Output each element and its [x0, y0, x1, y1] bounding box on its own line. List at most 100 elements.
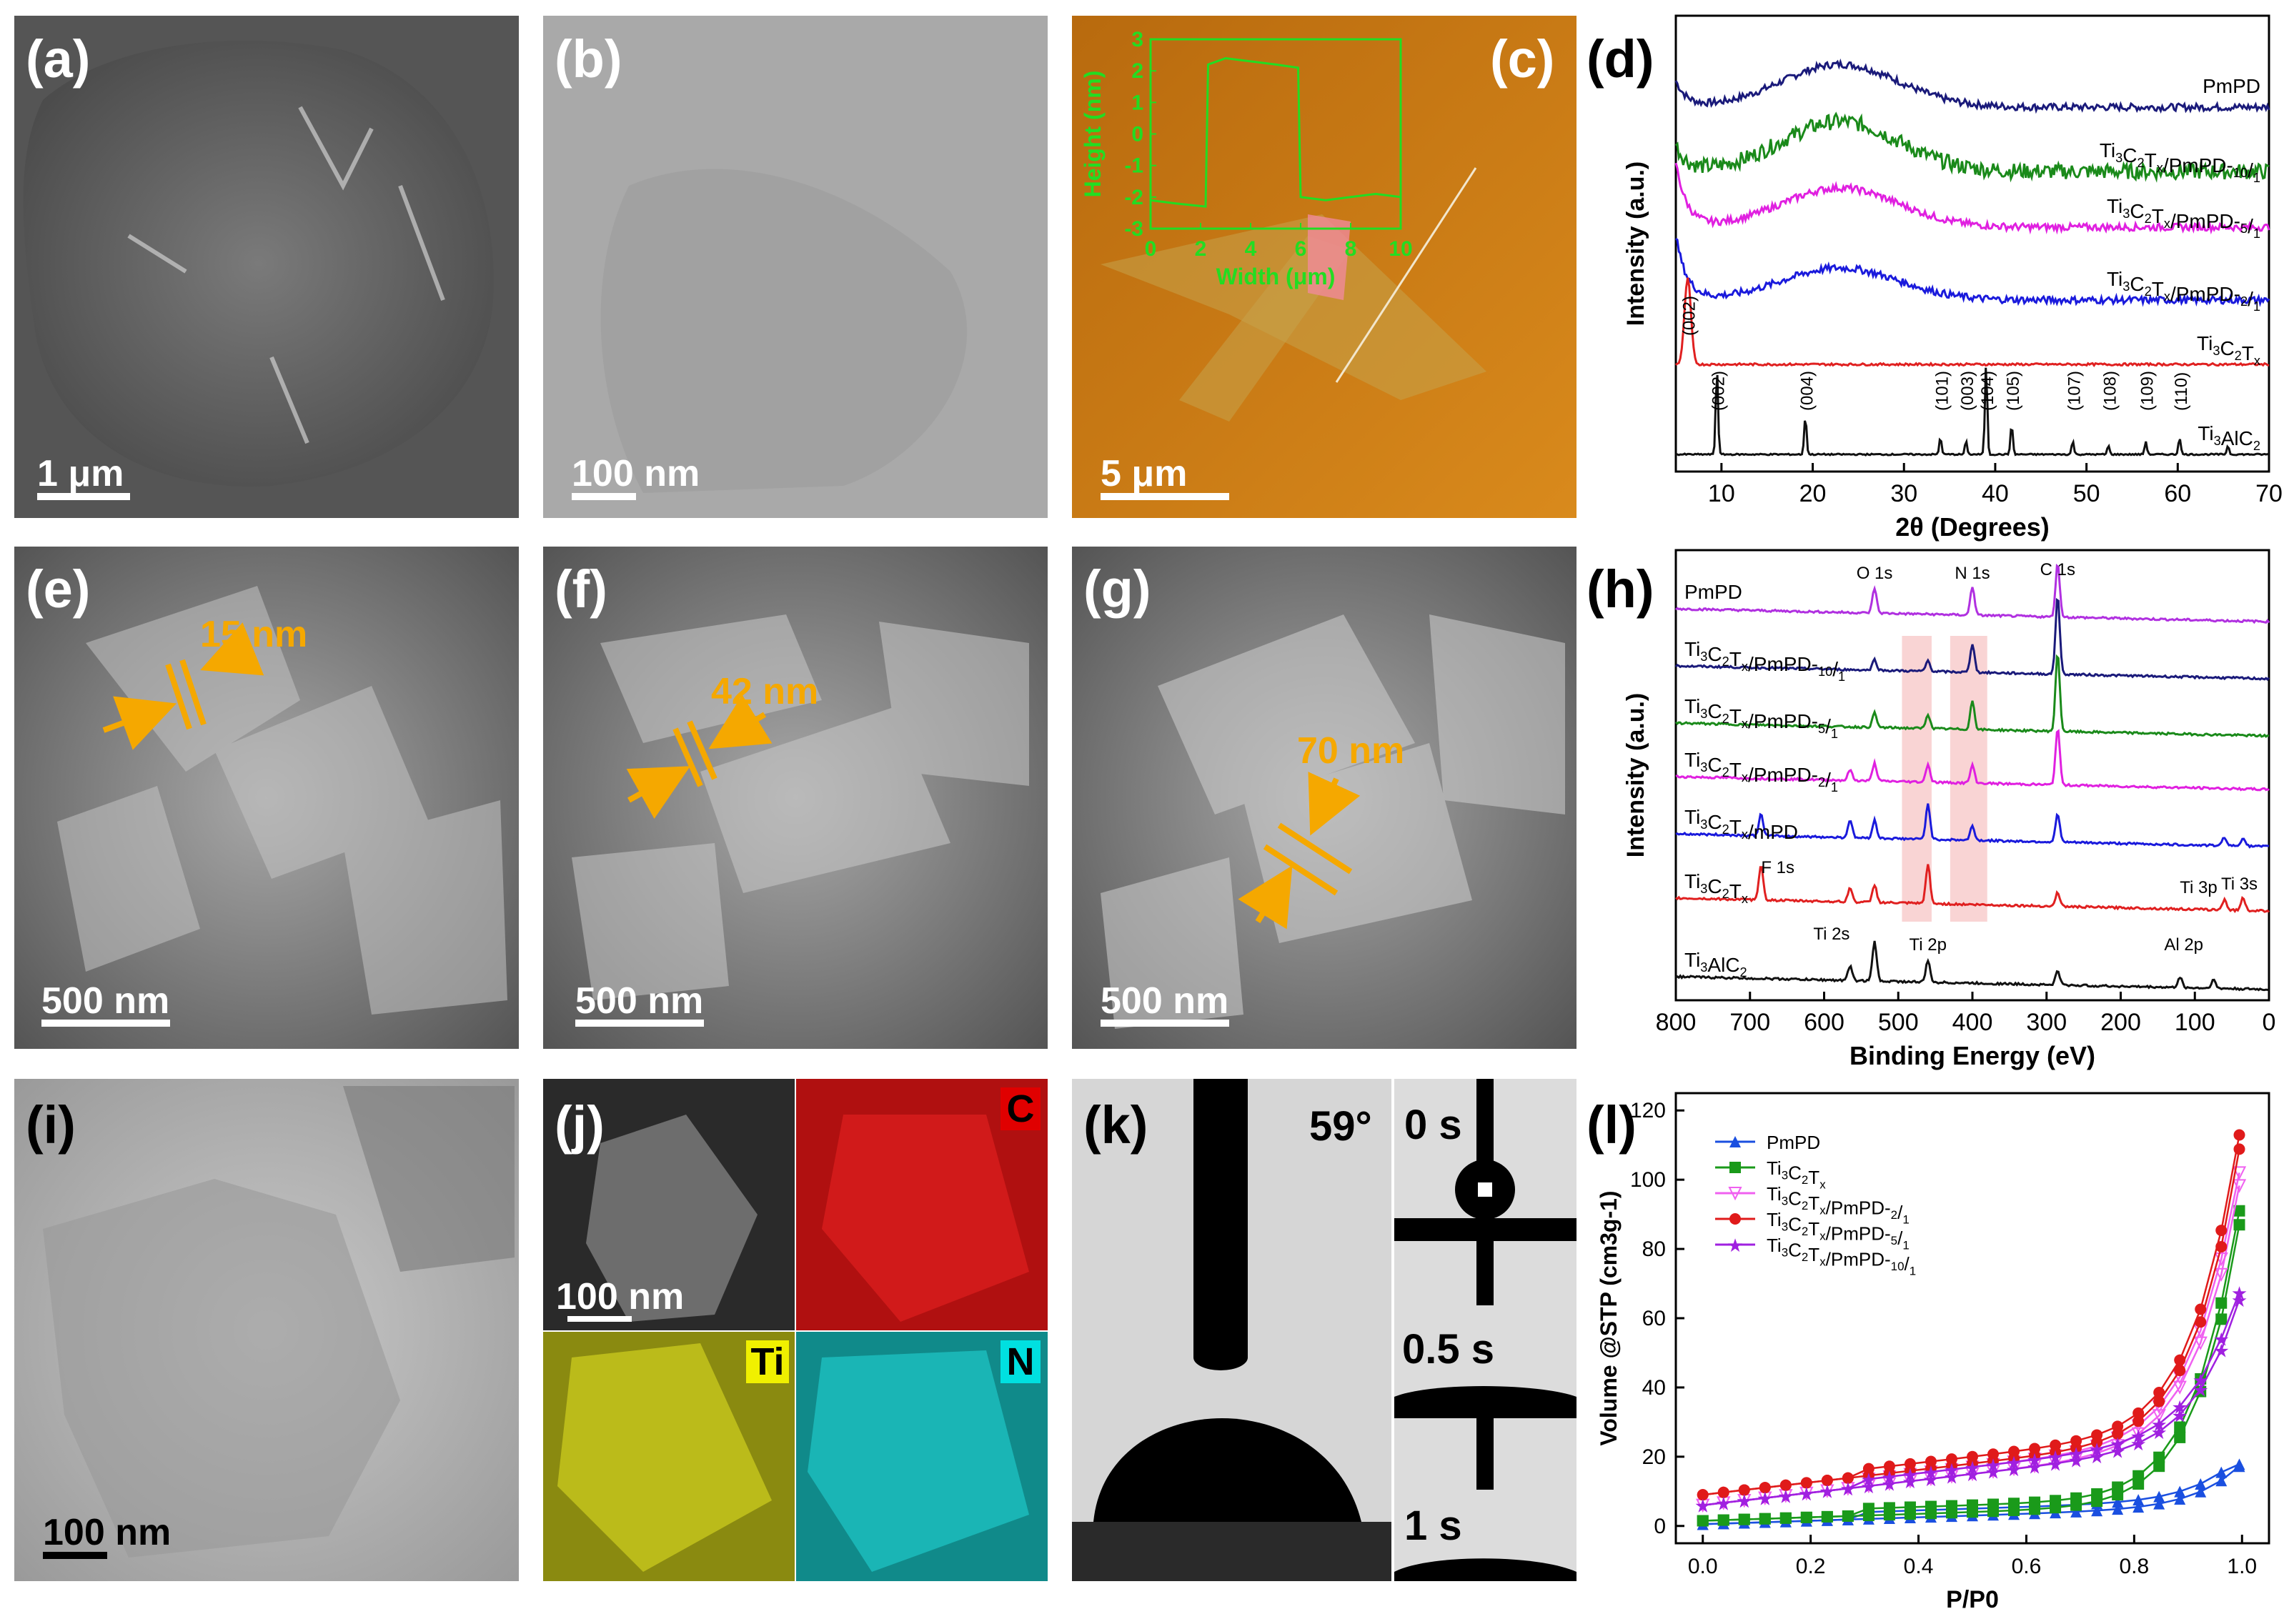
bet-ytick: 60 [1642, 1307, 1666, 1330]
xps-xtick: 300 [2026, 1009, 2067, 1036]
bet-point [1717, 1514, 1729, 1526]
xps-series-label: Ti3C2Tx/PmPD-5/1 [1684, 695, 1838, 741]
bet-point [1904, 1458, 1916, 1470]
panel-label-f: (f) [555, 559, 607, 619]
bet-point: ★ [1881, 1467, 1897, 1488]
bet-point: ★ [2088, 1439, 2105, 1460]
scale-text-b: 100 nm [572, 453, 700, 494]
bet-series-line [1702, 1292, 2240, 1506]
panel-g: (g) 70 nm 500 nm [1072, 547, 1576, 1049]
bet-point: ★ [1757, 1488, 1773, 1510]
xrd-peak-label: (105) [2004, 371, 2023, 411]
bet-point [1759, 1513, 1771, 1525]
panel-label-e: (e) [26, 559, 90, 619]
xps-series-label: PmPD [1684, 581, 1742, 603]
bet-point: ★ [1943, 1460, 1960, 1481]
xps-xtick: 400 [1952, 1009, 1993, 1036]
inset-xtick: 8 [1345, 237, 1357, 261]
xps-annotation: C 1s [2040, 560, 2075, 579]
bet-point [1945, 1500, 1957, 1512]
thickness-label-f: 42 nm [711, 671, 818, 712]
bet-point [2112, 1481, 2124, 1493]
bet-point [1945, 1453, 1957, 1465]
bet-point [2132, 1407, 2145, 1419]
xps-series-line [1675, 729, 2270, 792]
scale-text-f: 500 nm [575, 980, 703, 1022]
bet-point [1987, 1498, 2000, 1510]
scale-bar-i [43, 1552, 107, 1559]
xrd-xtick: 40 [1982, 480, 2009, 507]
bet-point [2232, 1166, 2247, 1180]
bet-point [2091, 1505, 2103, 1517]
bet-point [2174, 1354, 2186, 1366]
inset-ytick: -2 [1124, 186, 1143, 209]
bet-xtick: 0.8 [2120, 1555, 2150, 1578]
legend-label: PmPD [1767, 1132, 1820, 1153]
panel-label-d: (d) [1587, 29, 1654, 89]
bet-point: ★ [2193, 1370, 2209, 1391]
scale-bar-f [575, 1020, 704, 1027]
legend-label: Ti3C2Tx/PmPD-2/1 [1767, 1183, 1910, 1227]
bet-point: ★ [1819, 1481, 1835, 1503]
bet-point [1697, 1515, 1709, 1527]
bet-point [2070, 1492, 2082, 1504]
scale-bar-a [37, 493, 130, 500]
bet-point: ★ [1727, 1235, 1743, 1256]
panel-label-c: (c) [1490, 29, 1554, 89]
bet-point: ★ [1985, 1455, 2001, 1476]
xps-xtick: 500 [1878, 1009, 1919, 1036]
inset-xlabel: Width (μm) [1216, 264, 1336, 289]
xps-series-label: Ti3C2Tx [1684, 870, 1748, 906]
bet-point: ★ [1985, 1462, 2001, 1483]
panel-l-bet-chart: (l) 0.0 0.2 0.4 0.6 0.8 1.0 0 20 40 60 80 100 120 P/P… [1587, 1092, 2270, 1613]
panel-label-a: (a) [26, 29, 90, 89]
bet-point: ★ [2026, 1456, 2042, 1478]
panel-label-j: (j) [555, 1095, 605, 1155]
bet-point [1729, 1162, 1741, 1173]
scale-text-c: 5 μm [1101, 453, 1187, 494]
inset-xtick: 10 [1389, 237, 1412, 261]
xps-ylabel: Intensity (a.u.) [1622, 693, 1649, 857]
bet-point: ★ [2067, 1443, 2084, 1465]
bet-point [1862, 1503, 1875, 1515]
bet-point [1759, 1482, 1771, 1494]
bet-point [2153, 1460, 2165, 1473]
bet-point [2174, 1493, 2186, 1505]
bet-point [2152, 1409, 2166, 1423]
xps-xtick: 100 [2175, 1009, 2215, 1036]
xrd-series-label: PmPD [2203, 75, 2260, 97]
xps-series-label: Ti3C2Tx/PmPD-2/1 [1684, 749, 1838, 794]
panel-label-b: (b) [555, 29, 622, 89]
xps-series-line [1674, 564, 2270, 624]
xps-series-line [1674, 597, 2270, 681]
inset-ytick: 2 [1131, 59, 1143, 83]
bet-point [1779, 1512, 1792, 1524]
scale-text-a: 1 μm [37, 453, 124, 494]
panel-b: (b) 100 nm [543, 16, 1048, 518]
bet-point: ★ [1798, 1483, 1814, 1505]
bet-point: ★ [1715, 1493, 1732, 1514]
bet-point: ★ [2151, 1414, 2168, 1435]
inset-xtick: 0 [1145, 237, 1157, 261]
legend-label: Ti3C2Tx/PmPD-10/1 [1767, 1235, 1916, 1278]
bet-point: ★ [1777, 1485, 1794, 1507]
xrd-series-line [1674, 58, 2270, 114]
panel-a: (a) 1 μm [14, 16, 519, 518]
bet-xtick: 0.0 [1688, 1555, 1718, 1578]
bet-xlabel: P/P0 [1946, 1586, 1999, 1613]
bet-point: ★ [2109, 1433, 2125, 1455]
inset-xtick: 2 [1195, 237, 1207, 261]
bet-point [2008, 1498, 2020, 1510]
xrd-xtick: 30 [1890, 480, 1917, 507]
xps-series-line [1675, 803, 2270, 849]
bet-point [2214, 1267, 2228, 1282]
xrd-xtick: 70 [2255, 480, 2283, 507]
bet-point [2233, 1458, 2245, 1470]
bet-point [1904, 1501, 1916, 1513]
bet-point [2132, 1494, 2145, 1506]
bet-point: ★ [1964, 1457, 1980, 1478]
bet-ytick: 0 [1654, 1515, 1666, 1538]
xps-xlabel: Binding Energy (eV) [1849, 1041, 2095, 1070]
